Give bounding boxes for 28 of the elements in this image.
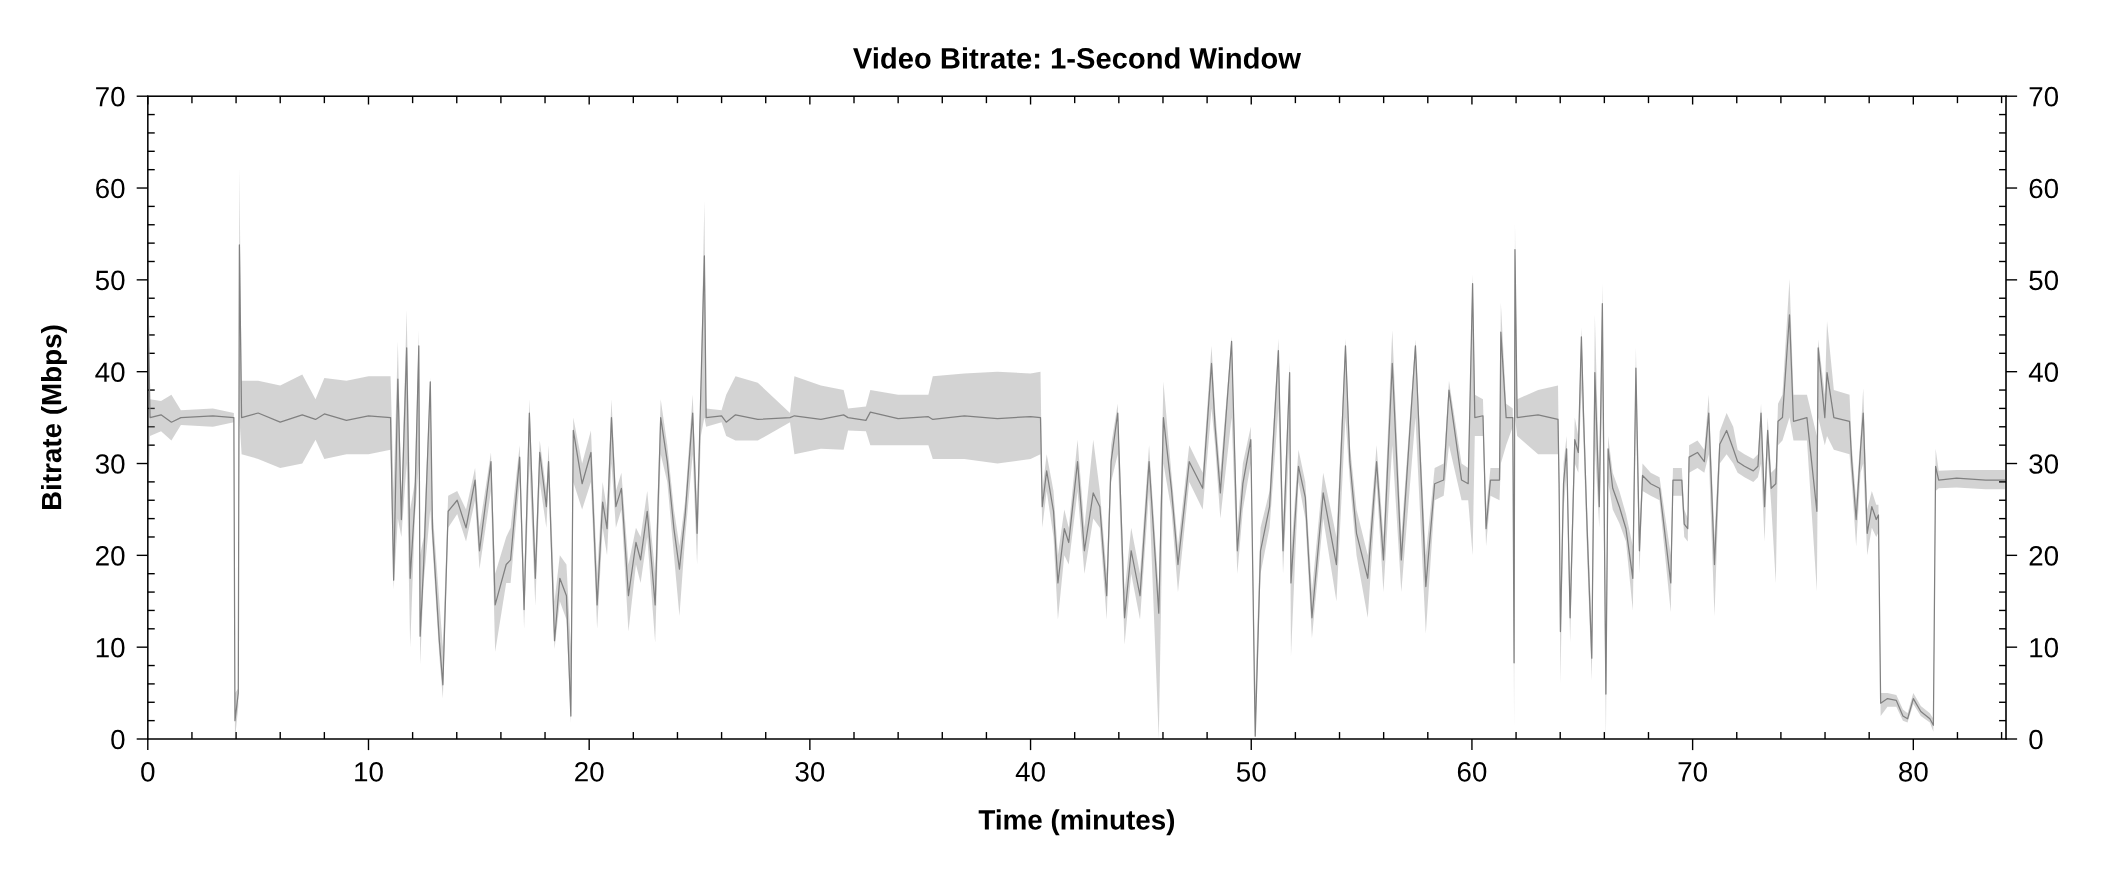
y-tick-label: 50	[95, 270, 125, 291]
x-tick-label: 30	[795, 761, 825, 782]
y2-tick-label: 40	[2028, 362, 2059, 383]
x-tick-label: 40	[1015, 761, 1045, 782]
x-axis-title: Time (minutes)	[978, 809, 1175, 836]
y2-tick-label: 10	[2030, 637, 2059, 658]
x-tick-label: 60	[1457, 761, 1487, 782]
y-tick-label: 60	[96, 178, 125, 199]
x-tick-label: 0	[141, 761, 155, 782]
chart-title: Video Bitrate: 1-Second Window	[853, 47, 1302, 69]
y-tick-label: 70	[96, 86, 125, 107]
y2-tick-label: 50	[2029, 270, 2059, 291]
y-tick-label: 10	[96, 637, 125, 658]
y2-tick-label: 0	[2029, 729, 2043, 750]
x-tick-label: 50	[1236, 761, 1266, 782]
x-tick-label: 80	[1899, 761, 1928, 782]
y-tick-label: 30	[95, 454, 125, 474]
y-tick-label: 40	[95, 362, 125, 383]
y2-tick-label: 60	[2029, 178, 2059, 199]
y-tick-label: 0	[111, 729, 125, 750]
x-tick-label: 10	[355, 761, 383, 782]
y2-tick-label: 30	[2029, 454, 2059, 474]
y2-tick-label: 20	[2029, 546, 2059, 566]
y2-tick-label: 70	[2029, 86, 2059, 107]
x-tick-label: 20	[575, 761, 604, 782]
y-axis-title: Bitrate (Mbps)	[41, 325, 67, 510]
y-tick-label: 20	[96, 546, 125, 566]
x-tick-label: 70	[1678, 761, 1707, 782]
